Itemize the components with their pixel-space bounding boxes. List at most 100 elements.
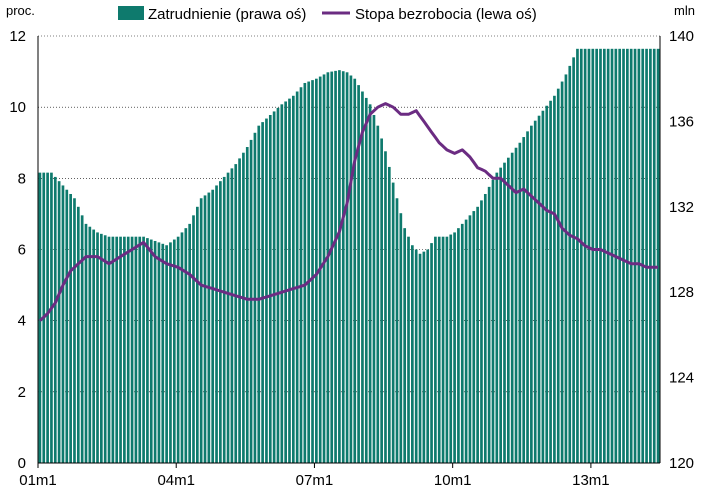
employment-bar: [50, 172, 53, 463]
employment-bar: [372, 114, 376, 464]
employment-bar: [353, 78, 357, 463]
employment-bar: [38, 172, 42, 463]
employment-bar: [407, 236, 410, 463]
employment-bar: [165, 245, 168, 463]
axes: [37, 36, 661, 464]
employment-bar: [157, 242, 161, 463]
employment-bar: [414, 249, 418, 463]
employment-bar: [311, 80, 314, 463]
employment-bar: [418, 253, 422, 463]
employment-bar: [123, 236, 126, 463]
right-tick-label: 136: [669, 113, 694, 130]
employment-bar: [626, 48, 629, 464]
employment-bar: [345, 72, 349, 464]
unemployment-line-group: [38, 102, 659, 322]
employment-bar: [633, 48, 637, 464]
employment-bar: [84, 223, 88, 463]
employment-bar: [641, 48, 645, 464]
employment-bar: [357, 85, 360, 463]
employment-bar: [80, 215, 84, 463]
employment-bar: [368, 104, 372, 463]
employment-bar: [272, 111, 276, 463]
employment-bar: [192, 215, 195, 463]
employment-bar: [422, 251, 426, 463]
employment-bar: [495, 172, 499, 463]
employment-bar: [545, 105, 549, 463]
employment-bar: [180, 232, 184, 463]
employment-bar: [280, 104, 284, 463]
employment-bar: [541, 110, 545, 463]
employment-bar: [268, 114, 272, 464]
employment-bar: [138, 236, 142, 463]
left-axis-ticks: 0 2 4 6 8 10 12: [9, 28, 26, 472]
employment-bar: [199, 198, 203, 463]
employment-bar: [230, 168, 234, 463]
employment-bar: [387, 166, 391, 464]
employment-bar: [349, 75, 353, 463]
left-tick-label: 0: [18, 455, 26, 472]
employment-bar: [549, 100, 552, 464]
employment-bar: [303, 82, 307, 463]
employment-bar: [211, 189, 215, 463]
right-axis-unit: mln: [674, 3, 695, 18]
employment-bar: [579, 48, 583, 464]
employment-bar: [506, 157, 510, 463]
employment-bar: [572, 57, 575, 463]
employment-bar: [487, 186, 491, 463]
employment-bar: [437, 236, 441, 463]
employment-bar: [46, 172, 49, 463]
employment-bar: [195, 206, 199, 464]
employment-bar: [96, 232, 99, 463]
employment-bar: [430, 243, 433, 463]
employment-bar: [522, 137, 526, 463]
employment-bar: [115, 236, 119, 463]
right-tick-label: 132: [669, 199, 694, 216]
employment-bar: [510, 152, 514, 464]
employment-bar: [472, 211, 476, 463]
employment-bar: [453, 232, 456, 463]
employment-bar: [161, 243, 165, 463]
x-axis-ticks: 01m1 04m1 07m1 10m1 13m1: [19, 463, 610, 489]
employment-bar: [399, 213, 403, 463]
employment-bar: [622, 48, 625, 464]
employment-bar: [441, 236, 445, 463]
employment-bar: [483, 193, 487, 464]
x-tick-label: 04m1: [157, 472, 195, 489]
left-tick-label: 6: [18, 242, 26, 259]
employment-bar: [526, 131, 529, 463]
right-tick-label: 120: [669, 455, 694, 472]
employment-bar: [261, 122, 264, 463]
employment-bar: [222, 176, 226, 463]
employment-bar: [380, 138, 383, 464]
employment-bar: [169, 242, 172, 463]
employment-bar: [364, 97, 368, 463]
employment-bar: [61, 185, 65, 463]
employment-bar: [73, 198, 76, 463]
employment-bar: [330, 71, 334, 463]
employment-bar: [537, 115, 541, 463]
employment-bar: [295, 91, 299, 463]
employment-bar: [242, 152, 245, 464]
employment-bar: [564, 74, 568, 464]
employment-bar: [245, 147, 249, 463]
employment-bar: [591, 48, 595, 464]
left-tick-label: 8: [18, 170, 26, 187]
employment-bar: [238, 158, 241, 463]
employment-bar: [88, 226, 92, 463]
employment-bar: [234, 164, 238, 463]
employment-bar: [149, 239, 153, 463]
employment-bar: [188, 223, 192, 463]
employment-bar: [649, 48, 652, 464]
x-tick-label: 10m1: [434, 472, 472, 489]
employment-bar: [69, 193, 72, 464]
right-tick-label: 124: [669, 370, 694, 387]
employment-bar: [480, 200, 483, 463]
left-tick-label: 2: [18, 384, 26, 401]
employment-bar: [468, 215, 472, 463]
employment-bar: [491, 179, 495, 464]
left-axis-unit: proc.: [6, 3, 35, 18]
right-axis-ticks: 120 124 128 132 136 140: [669, 28, 694, 472]
employment-bar: [57, 181, 61, 463]
employment-bar: [76, 206, 80, 464]
